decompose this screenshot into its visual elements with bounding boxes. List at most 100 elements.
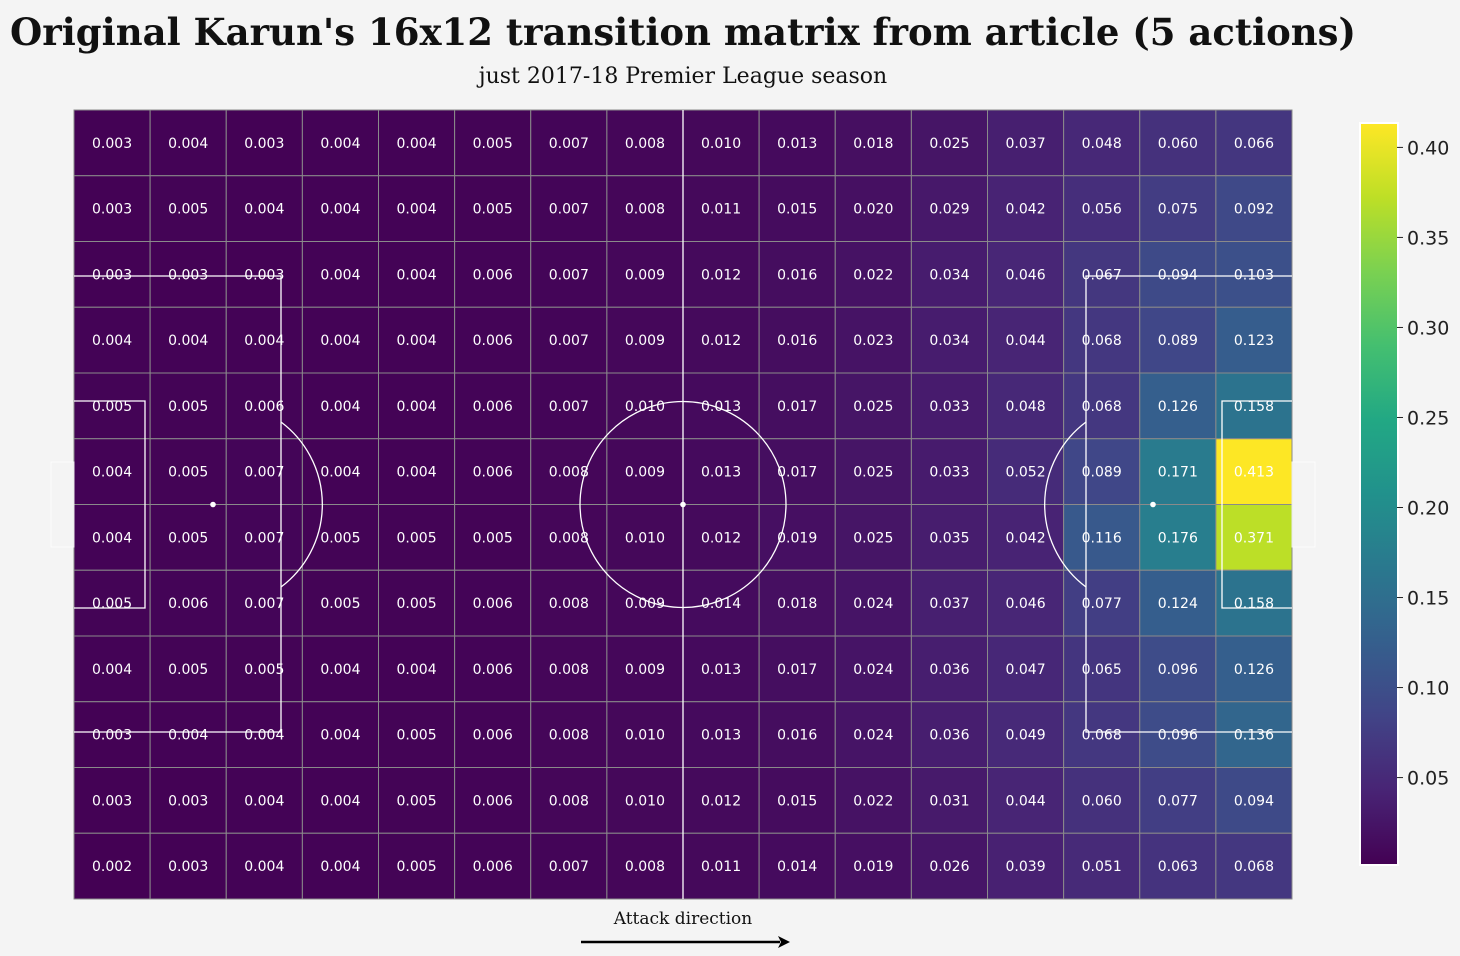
heatmap-cell: [1215, 306, 1293, 374]
heatmap-cell: [834, 569, 912, 637]
heatmap-cell: [454, 832, 532, 900]
heatmap-cell: [73, 438, 151, 505]
heatmap-cell: [1215, 701, 1293, 768]
heatmap-cell: [149, 175, 227, 242]
heatmap-cell: [682, 701, 760, 768]
heatmap-cell: [1215, 438, 1293, 505]
cell-value-label: 0.136: [1234, 728, 1274, 744]
cell-value-label: 0.007: [549, 333, 589, 349]
cell-value-label: 0.010: [625, 399, 665, 415]
heatmap-cell: [758, 504, 836, 571]
heatmap-cell: [149, 306, 227, 374]
heatmap-cell: [1063, 701, 1141, 768]
cell-value-label: 0.013: [701, 728, 741, 744]
cell-value-label: 0.004: [320, 662, 360, 678]
heatmap-cell: [606, 701, 684, 768]
heatmap-cell: [1063, 767, 1141, 834]
cell-value-label: 0.005: [244, 662, 284, 678]
cell-value-label: 0.048: [1006, 399, 1046, 415]
heatmap-cell: [454, 438, 532, 505]
heatmap-cell: [378, 832, 456, 900]
heatmap-cell: [682, 635, 760, 703]
cell-value-label: 0.007: [549, 399, 589, 415]
heatmap-cell: [225, 569, 303, 637]
cell-value-label: 0.126: [1158, 399, 1198, 415]
cell-value-label: 0.009: [625, 333, 665, 349]
heatmap-cell: [606, 175, 684, 242]
heatmap-cell: [378, 175, 456, 242]
cell-value-label: 0.018: [853, 136, 893, 152]
heatmap-cell: [530, 175, 608, 242]
cell-value-label: 0.009: [625, 662, 665, 678]
cell-value-label: 0.025: [853, 399, 893, 415]
cell-value-label: 0.007: [244, 596, 284, 612]
cell-value-label: 0.089: [1082, 465, 1122, 481]
heatmap-cell: [1063, 569, 1141, 637]
left-goal: [50, 461, 75, 548]
cell-value-label: 0.034: [929, 333, 969, 349]
cell-value-label: 0.008: [625, 859, 665, 875]
cell-value-label: 0.003: [92, 793, 132, 809]
heatmap-cell: [682, 767, 760, 834]
cell-value-label: 0.013: [701, 465, 741, 481]
heatmap-cell: [834, 241, 912, 308]
cell-value-label: 0.007: [244, 530, 284, 546]
cell-value-label: 0.004: [320, 136, 360, 152]
heatmap-cell: [758, 241, 836, 308]
heatmap-cell: [834, 767, 912, 834]
cell-value-label: 0.176: [1158, 530, 1198, 546]
heatmap-cell: [910, 306, 988, 374]
heatmap-cell: [454, 241, 532, 308]
heatmap-cell: [987, 767, 1065, 834]
cell-value-label: 0.020: [853, 202, 893, 218]
heatmap-cell: [225, 241, 303, 308]
cell-value-label: 0.010: [625, 530, 665, 546]
cell-value-label: 0.010: [625, 793, 665, 809]
heatmap-cell: [682, 569, 760, 637]
heatmap-cell: [758, 701, 836, 768]
heatmap-cell: [606, 832, 684, 900]
cell-value-label: 0.008: [549, 530, 589, 546]
cell-value-label: 0.013: [777, 136, 817, 152]
heatmap-cell: [910, 767, 988, 834]
cell-value-label: 0.004: [397, 333, 437, 349]
cell-value-label: 0.008: [549, 596, 589, 612]
heatmap-cell: [987, 372, 1065, 440]
heatmap-cell: [225, 832, 303, 900]
cell-value-label: 0.007: [549, 267, 589, 283]
cell-value-label: 0.014: [777, 859, 817, 875]
heatmap-cell: [454, 372, 532, 440]
cell-value-label: 0.007: [549, 136, 589, 152]
cell-value-label: 0.037: [1006, 136, 1046, 152]
heatmap-cell: [1139, 635, 1217, 703]
cell-value-label: 0.060: [1158, 136, 1198, 152]
cell-value-label: 0.004: [397, 662, 437, 678]
cell-value-label: 0.004: [397, 399, 437, 415]
heatmap-cell: [1063, 109, 1141, 177]
cell-value-label: 0.024: [853, 662, 893, 678]
cell-value-label: 0.068: [1234, 859, 1274, 875]
heatmap-cell: [530, 832, 608, 900]
cell-value-label: 0.005: [320, 530, 360, 546]
cell-value-label: 0.009: [625, 596, 665, 612]
cell-value-label: 0.022: [853, 267, 893, 283]
heatmap-cell: [1139, 832, 1217, 900]
heatmap-cell: [682, 306, 760, 374]
cell-value-label: 0.004: [397, 465, 437, 481]
heatmap-cell: [454, 767, 532, 834]
heatmap-cell: [606, 109, 684, 177]
cell-value-label: 0.013: [701, 399, 741, 415]
cell-value-label: 0.029: [929, 202, 969, 218]
heatmap-cell: [530, 569, 608, 637]
cell-value-label: 0.004: [92, 662, 132, 678]
heatmap-cell: [149, 832, 227, 900]
colorbar-tick-label: 0.15: [1407, 588, 1449, 610]
cell-value-label: 0.006: [473, 859, 513, 875]
heatmap-cell: [301, 306, 379, 374]
cell-value-label: 0.004: [397, 202, 437, 218]
cell-value-label: 0.004: [244, 728, 284, 744]
cell-value-label: 0.010: [625, 728, 665, 744]
heatmap-cell: [1215, 569, 1293, 637]
cell-value-label: 0.068: [1082, 399, 1122, 415]
